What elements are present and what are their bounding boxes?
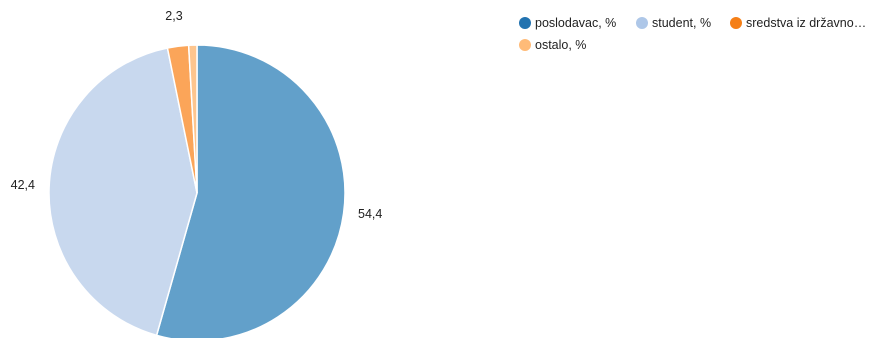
legend-swatch-icon (636, 17, 648, 29)
legend-swatch-icon (519, 17, 531, 29)
pie-slice-2[interactable] (48, 47, 198, 337)
pie-slice-4[interactable] (187, 44, 198, 194)
legend-label: poslodavac, % (535, 16, 617, 30)
slice-label-3: 2,3 (165, 9, 182, 23)
legend-swatch-icon (730, 17, 742, 29)
legend-item-2[interactable]: student, % (636, 16, 711, 30)
legend-label: sredstva iz državnog... (746, 16, 870, 30)
legend-label: student, % (652, 16, 712, 30)
legend-label: ostalo, % (535, 38, 587, 52)
legend-item-1[interactable]: poslodavac, % (519, 16, 616, 30)
legend-swatch-icon (519, 39, 531, 51)
pie-labels: 54,4 42,4 2,3 (11, 9, 383, 221)
legend-item-3[interactable]: sredstva iz državnog... (730, 16, 870, 30)
pie-slices (48, 44, 346, 338)
slice-label-2: 42,4 (11, 178, 35, 192)
slice-label-1: 54,4 (358, 207, 382, 221)
legend-item-4[interactable]: ostalo, % (519, 38, 586, 52)
